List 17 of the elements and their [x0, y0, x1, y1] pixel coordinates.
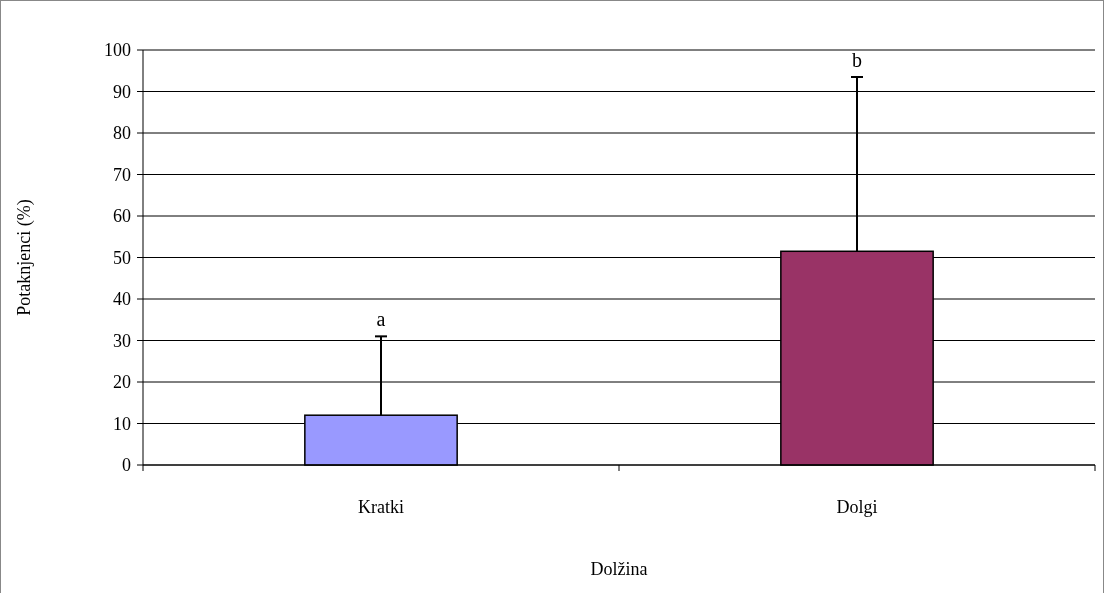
y-tick-label: 60 [113, 206, 131, 227]
annotation: b [852, 48, 862, 71]
y-tick-label: 30 [113, 330, 131, 351]
y-tick-label: 70 [113, 164, 131, 185]
x-axis-title: Dolžina [590, 559, 648, 579]
y-tick-label: 20 [113, 372, 131, 393]
y-tick-label: 80 [113, 123, 131, 144]
x-tick-label: Kratki [358, 497, 404, 517]
y-tick-label: 90 [113, 81, 131, 102]
y-tick-label: 50 [113, 247, 131, 268]
y-tick-label: 40 [113, 289, 131, 310]
y-tick-label: 100 [104, 40, 131, 61]
y-tick-label: 10 [113, 413, 131, 434]
y-tick-label: 0 [122, 455, 131, 476]
annotation: a [376, 308, 386, 331]
y-axis-title: Potaknjenci (%) [14, 199, 35, 316]
x-tick-label: Dolgi [836, 497, 878, 517]
